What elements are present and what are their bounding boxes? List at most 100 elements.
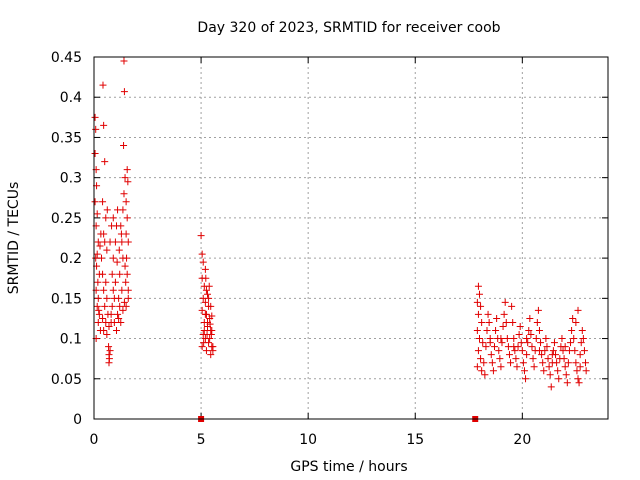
data-point <box>547 383 555 391</box>
data-point <box>120 57 128 65</box>
y-tick-label: 0.1 <box>60 332 82 348</box>
data-point <box>512 355 520 363</box>
y-tick-label: 0.2 <box>60 251 82 267</box>
data-point <box>490 343 498 351</box>
data-point <box>199 258 207 266</box>
data-point <box>480 359 488 367</box>
data-point <box>204 290 212 298</box>
data-point <box>93 210 101 218</box>
data-point <box>123 254 131 262</box>
data-point <box>561 363 569 371</box>
data-point <box>484 310 492 318</box>
data-point <box>198 306 206 314</box>
data-point <box>474 347 482 355</box>
data-point <box>201 298 209 306</box>
data-point <box>100 327 108 335</box>
data-point <box>544 355 552 363</box>
data-point <box>513 363 521 371</box>
data-point <box>100 121 108 129</box>
data-point <box>573 367 581 375</box>
data-point <box>112 327 120 335</box>
data-point <box>122 302 130 310</box>
data-point <box>507 359 515 367</box>
data-point <box>120 190 128 198</box>
data-point <box>578 327 586 335</box>
data-point <box>207 302 215 310</box>
data-point <box>117 230 125 238</box>
data-point <box>109 286 117 294</box>
plot-frame <box>93 56 609 420</box>
data-point <box>121 262 129 270</box>
data-point <box>117 222 125 230</box>
data-point <box>120 141 128 149</box>
data-point <box>550 339 558 347</box>
data-point <box>123 214 131 222</box>
data-point <box>569 314 577 322</box>
data-point <box>533 318 541 326</box>
data-point <box>505 351 513 359</box>
data-point <box>488 359 496 367</box>
data-point <box>106 347 114 355</box>
data-point <box>93 250 101 258</box>
data-point <box>558 335 566 343</box>
data-point <box>517 339 525 347</box>
data-point <box>200 327 208 335</box>
x-tick-label: 0 <box>90 432 99 448</box>
data-point <box>473 363 481 371</box>
data-point <box>108 222 116 230</box>
data-point <box>537 339 545 347</box>
data-point <box>548 351 556 359</box>
data-point <box>500 310 508 318</box>
data-point <box>501 298 509 306</box>
data-point <box>520 367 528 375</box>
data-point <box>119 306 127 314</box>
data-point <box>107 310 115 318</box>
data-point <box>124 294 132 302</box>
x-tick-label: 5 <box>197 432 206 448</box>
data-point <box>568 327 576 335</box>
data-point <box>559 347 567 355</box>
data-point <box>487 351 495 359</box>
data-point <box>92 125 100 133</box>
data-point <box>122 278 130 286</box>
data-point <box>553 359 561 367</box>
data-point <box>115 246 123 254</box>
data-point <box>511 347 519 355</box>
data-point <box>101 302 109 310</box>
data-point <box>562 371 570 379</box>
data-point <box>523 335 531 343</box>
data-point <box>201 265 209 273</box>
data-point <box>124 178 132 186</box>
data-point <box>530 363 538 371</box>
data-point <box>497 363 505 371</box>
data-point <box>519 359 527 367</box>
data-point <box>518 347 526 355</box>
data-point <box>197 232 205 240</box>
data-point <box>499 322 507 330</box>
data-point <box>510 335 518 343</box>
data-point <box>94 294 102 302</box>
data-point <box>539 359 547 367</box>
data-point <box>523 351 531 359</box>
x-tick-label: 10 <box>299 432 317 448</box>
y-tick-label: 0.25 <box>51 211 82 227</box>
grid-lines <box>94 57 608 419</box>
data-point <box>105 343 113 351</box>
data-point <box>103 331 111 339</box>
data-point <box>109 214 117 222</box>
y-tick-label: 0.3 <box>60 171 82 187</box>
x-axis-label: GPS time / hours <box>290 459 407 475</box>
data-point <box>476 290 483 298</box>
data-point <box>495 347 503 355</box>
data-point <box>476 335 483 343</box>
data-points <box>91 57 590 422</box>
data-point <box>121 174 129 182</box>
data-point <box>572 318 580 326</box>
data-point <box>535 327 543 335</box>
data-point <box>575 379 583 387</box>
data-point <box>103 206 111 214</box>
data-point <box>100 286 108 294</box>
data-point <box>502 318 510 326</box>
data-point <box>524 339 532 347</box>
